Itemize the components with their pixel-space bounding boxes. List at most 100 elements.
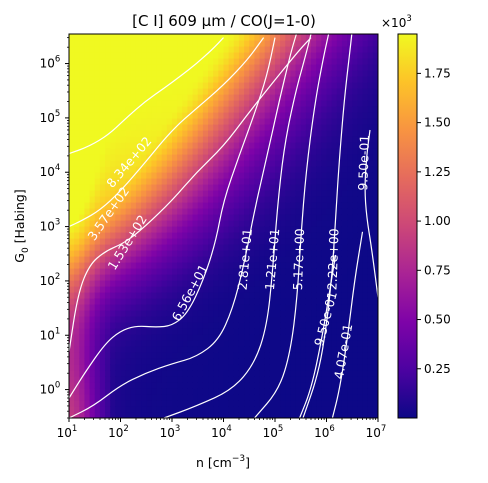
y-tick-label: 102: [40, 272, 61, 288]
heatmap-cell: [105, 280, 111, 287]
heatmap-cell: [249, 148, 255, 155]
heatmap-cell: [141, 316, 147, 323]
heatmap-cell: [141, 70, 147, 77]
heatmap-cell: [233, 238, 240, 245]
heatmap-cell: [362, 76, 369, 83]
heatmap-cell: [161, 118, 168, 125]
colorbar-tick-label: 0.25: [424, 362, 451, 376]
heatmap-cell: [89, 112, 96, 119]
heatmap-cell: [84, 244, 91, 251]
heatmap-cell: [367, 118, 374, 125]
heatmap-cell: [141, 136, 147, 143]
heatmap-cell: [249, 346, 255, 353]
heatmap-cell: [264, 184, 271, 191]
heatmap-cell: [352, 220, 358, 227]
heatmap-cell: [94, 238, 101, 245]
heatmap-cell: [177, 400, 183, 407]
heatmap-cell: [99, 172, 106, 179]
heatmap-cell: [259, 154, 266, 161]
heatmap-cell: [135, 64, 142, 71]
heatmap-cell: [336, 388, 343, 395]
heatmap-cell: [99, 124, 106, 131]
heatmap-cell: [362, 280, 369, 287]
heatmap-cell: [213, 148, 219, 155]
heatmap-cell: [238, 70, 245, 77]
heatmap-cell: [110, 82, 116, 89]
heatmap-cell: [305, 394, 312, 401]
heatmap-cell: [69, 52, 75, 59]
heatmap-cell: [300, 154, 307, 161]
heatmap-cell: [105, 190, 111, 197]
heatmap-cell: [311, 172, 317, 179]
heatmap-cell: [120, 382, 127, 389]
heatmap-cell: [120, 412, 127, 418]
heatmap-cell: [125, 388, 132, 395]
heatmap-cell: [141, 172, 147, 179]
heatmap-cell: [264, 322, 271, 329]
heatmap-cell: [372, 316, 378, 323]
heatmap-cell: [192, 52, 199, 59]
heatmap-cell: [84, 364, 91, 371]
heatmap-cell: [213, 388, 219, 395]
heatmap-cell: [336, 82, 343, 89]
heatmap-cell: [290, 250, 297, 257]
heatmap-cell: [223, 58, 230, 65]
heatmap-cell: [238, 370, 245, 377]
heatmap-cell: [316, 124, 322, 131]
heatmap-cell: [336, 394, 343, 401]
heatmap-cell: [336, 70, 343, 77]
heatmap-cell: [300, 118, 307, 125]
heatmap-cell: [172, 172, 178, 179]
heatmap-cell: [326, 196, 333, 203]
heatmap-cell: [352, 310, 358, 317]
heatmap-cell: [233, 76, 240, 83]
heatmap-cell: [321, 208, 328, 215]
heatmap-cell: [172, 352, 178, 359]
heatmap-cell: [316, 100, 322, 107]
heatmap-cell: [172, 196, 178, 203]
heatmap-cell: [192, 112, 199, 119]
heatmap-cell: [357, 412, 364, 418]
heatmap-cell: [352, 352, 358, 359]
heatmap-cell: [280, 244, 286, 251]
heatmap-cell: [84, 352, 91, 359]
heatmap-cell: [228, 160, 235, 167]
heatmap-cell: [254, 34, 261, 41]
heatmap-cell: [172, 328, 178, 335]
heatmap-cell: [259, 382, 266, 389]
heatmap-cell: [213, 46, 219, 53]
heatmap-cell: [135, 298, 142, 305]
heatmap-cell: [244, 160, 250, 167]
heatmap-cell: [161, 268, 168, 275]
heatmap-cell: [94, 280, 101, 287]
heatmap-cell: [120, 100, 127, 107]
heatmap-cell: [197, 76, 204, 83]
heatmap-cell: [259, 376, 266, 383]
heatmap-cell: [115, 286, 122, 293]
heatmap-cell: [326, 58, 333, 65]
heatmap-cell: [213, 178, 219, 185]
heatmap-cell: [99, 322, 106, 329]
heatmap-cell: [197, 394, 204, 401]
heatmap-cell: [213, 286, 219, 293]
heatmap-cell: [357, 178, 364, 185]
heatmap-cell: [151, 394, 158, 401]
heatmap-cell: [254, 160, 261, 167]
heatmap-cell: [218, 310, 225, 317]
heatmap-cell: [341, 268, 348, 275]
heatmap-cell: [321, 406, 328, 413]
heatmap-cell: [269, 130, 276, 137]
heatmap-cell: [336, 112, 343, 119]
heatmap-cell: [290, 76, 297, 83]
heatmap-cell: [105, 400, 111, 407]
heatmap-cell: [311, 250, 317, 257]
heatmap-cell: [357, 238, 364, 245]
heatmap-cell: [238, 52, 245, 59]
heatmap-cell: [130, 322, 137, 329]
heatmap-cell: [161, 34, 168, 41]
heatmap-cell: [146, 100, 152, 107]
heatmap-cell: [311, 316, 317, 323]
heatmap-cell: [172, 376, 178, 383]
heatmap-cell: [125, 352, 132, 359]
heatmap-cell: [280, 316, 286, 323]
